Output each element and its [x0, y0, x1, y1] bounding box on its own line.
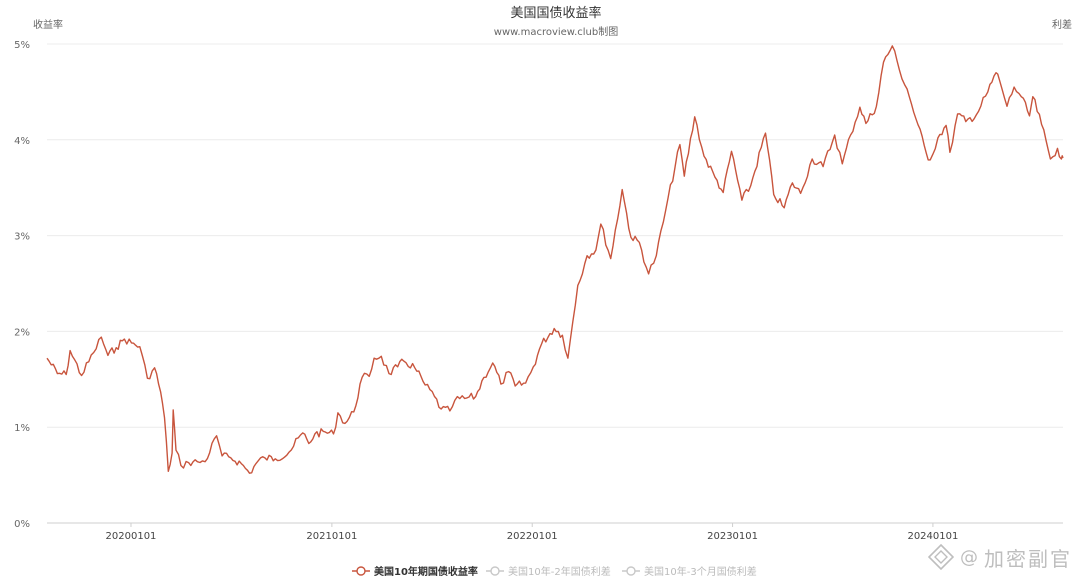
- watermark-at: @: [960, 546, 978, 568]
- legend-item-2[interactable]: 美国10年-2年国债利差: [486, 565, 611, 578]
- chart-title: 美国国债收益率: [510, 5, 601, 21]
- x-axis-ticks: 20200101 20210101 20220101 20230101 20240101: [106, 523, 958, 542]
- x-tick-label: 20200101: [106, 531, 157, 542]
- y-axis-right-label: 利差: [1052, 18, 1072, 31]
- y-tick-label: 1%: [14, 423, 30, 434]
- legend: 美国10年期国债收益率 美国10年-2年国债利差 美国10年-3个月国债利差: [352, 565, 757, 578]
- watermark: @ 加密副官: [928, 542, 1072, 572]
- legend-label: 美国10年期国债收益率: [374, 565, 478, 578]
- x-tick-label: 20220101: [507, 531, 558, 542]
- legend-marker-icon: [356, 566, 366, 576]
- legend-item-3[interactable]: 美国10年-3个月国债利差: [622, 565, 757, 578]
- series-line-10y-yield: [46, 45, 1064, 474]
- x-tick-label: 20230101: [707, 531, 758, 542]
- series-lines: [46, 45, 1064, 474]
- legend-marker-icon: [490, 566, 500, 576]
- y-tick-label: 0%: [14, 519, 30, 530]
- legend-label: 美国10年-3个月国债利差: [644, 565, 757, 578]
- legend-item-1[interactable]: 美国10年期国债收益率: [352, 565, 478, 578]
- grid-lines: [47, 43, 1063, 524]
- chart-subtitle: www.macroview.club制图: [494, 25, 618, 38]
- y-tick-label: 5%: [14, 40, 30, 51]
- legend-marker-icon: [626, 566, 636, 576]
- y-tick-label: 2%: [14, 327, 30, 338]
- x-tick-label: 20240101: [907, 531, 958, 542]
- y-axis-left-label: 收益率: [33, 18, 63, 31]
- y-axis-ticks: 0% 1% 2% 3% 4% 5%: [14, 40, 30, 530]
- legend-label: 美国10年-2年国债利差: [508, 565, 611, 578]
- y-tick-label: 3%: [14, 232, 30, 243]
- x-tick-label: 20210101: [306, 531, 357, 542]
- diamond-logo-icon: [928, 544, 954, 570]
- y-tick-label: 4%: [14, 136, 30, 147]
- watermark-text: 加密副官: [984, 546, 1072, 571]
